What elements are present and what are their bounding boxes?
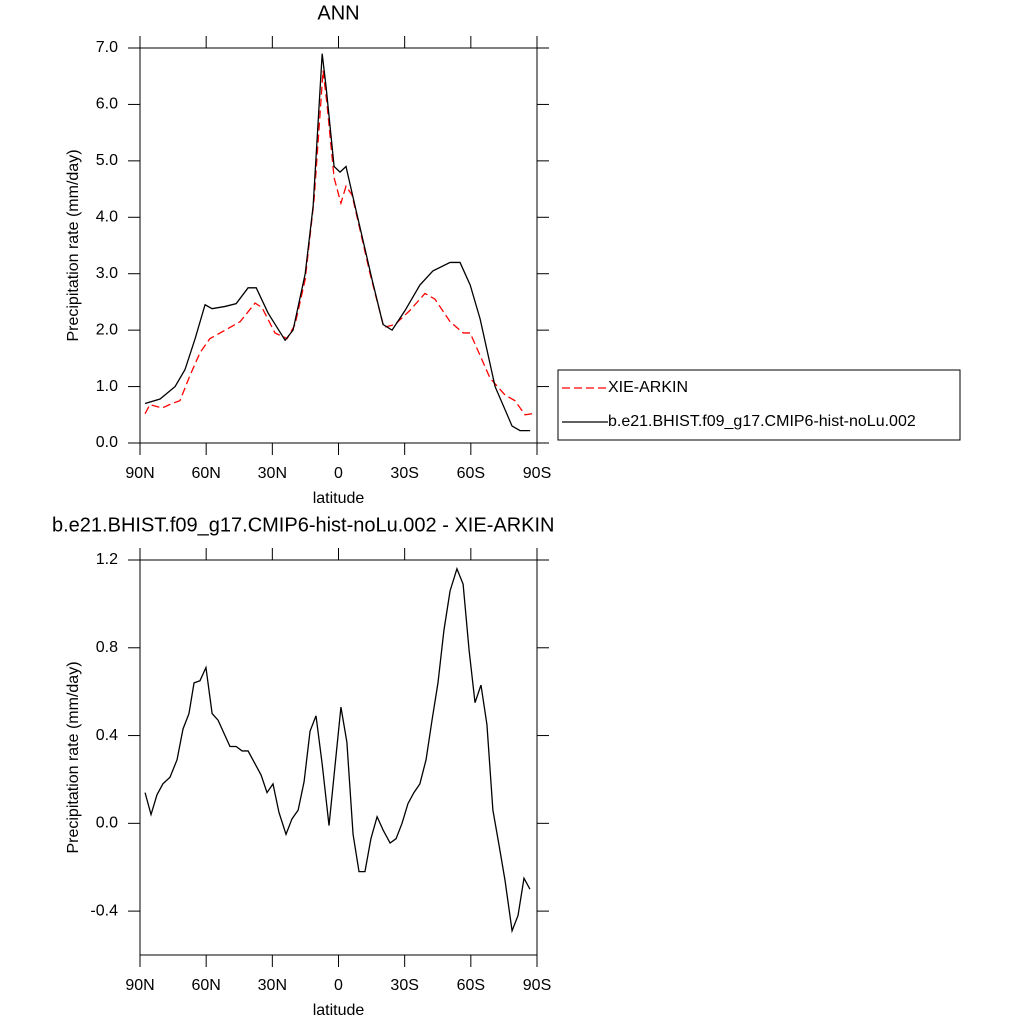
data-line (144, 70, 534, 416)
legend-label: XIE-ARKIN (608, 379, 688, 396)
data-line (144, 566, 531, 934)
y-tick-label: 0.0 (96, 434, 118, 451)
legend-box (557, 369, 961, 441)
legend-label: b.e21.BHIST.f09_g17.CMIP6-hist-noLu.002 (608, 413, 916, 430)
x-tick-label: 0 (334, 977, 343, 994)
y-tick-label: 7.0 (96, 39, 118, 56)
x-tick-label: 0 (334, 465, 343, 482)
x-tick-label: 60S (457, 977, 485, 994)
x-tick-label: 60N (191, 465, 220, 482)
x-tick-label: 90N (125, 977, 154, 994)
x-tick-label: 30N (258, 465, 287, 482)
x-tick-label: 30S (390, 465, 418, 482)
x-axis-label: latitude (313, 1002, 365, 1019)
y-axis-label: Precipitation rate (mm/day) (65, 661, 82, 853)
x-tick-label: 90S (523, 465, 551, 482)
y-tick-label: 2.0 (96, 321, 118, 338)
chart-title: b.e21.BHIST.f09_g17.CMIP6-hist-noLu.002 … (52, 514, 554, 536)
y-axis-label: Precipitation rate (mm/day) (65, 149, 82, 341)
x-tick-label: 30S (390, 977, 418, 994)
x-axis-label: latitude (313, 490, 365, 507)
data-line (144, 53, 531, 432)
y-tick-label: 1.0 (96, 378, 118, 395)
y-tick-label: 0.0 (96, 815, 118, 832)
x-tick-label: 30N (258, 977, 287, 994)
y-tick-label: 6.0 (96, 96, 118, 113)
y-tick-label: 3.0 (96, 265, 118, 282)
y-tick-label: 4.0 (96, 209, 118, 226)
y-tick-label: 0.8 (96, 639, 118, 656)
y-tick-label: 1.2 (96, 551, 118, 568)
x-tick-label: 60S (457, 465, 485, 482)
chart-title: ANN (317, 2, 359, 24)
y-tick-label: 0.4 (96, 727, 118, 744)
y-tick-label: 5.0 (96, 152, 118, 169)
y-tick-label: -0.4 (90, 902, 118, 919)
x-tick-label: 60N (191, 977, 220, 994)
x-tick-label: 90N (125, 465, 154, 482)
x-tick-label: 90S (523, 977, 551, 994)
